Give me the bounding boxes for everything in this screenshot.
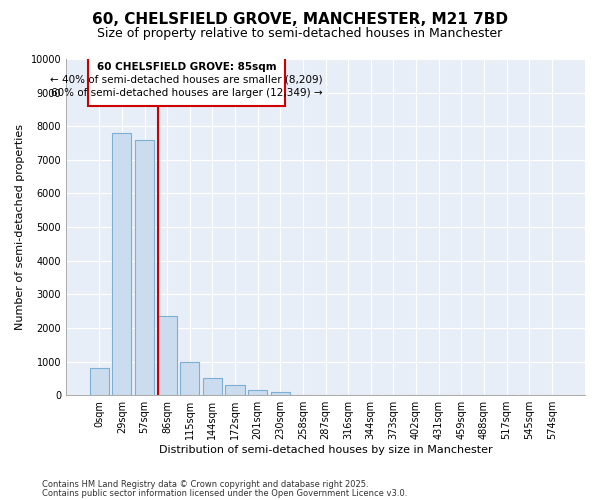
Bar [112,133,131,395]
Bar [203,378,222,395]
Text: Size of property relative to semi-detached houses in Manchester: Size of property relative to semi-detach… [97,28,503,40]
Bar [180,362,199,395]
Text: 60% of semi-detached houses are larger (12,349) →: 60% of semi-detached houses are larger (… [50,88,322,98]
Bar [271,392,290,395]
Text: Contains HM Land Registry data © Crown copyright and database right 2025.: Contains HM Land Registry data © Crown c… [42,480,368,489]
Text: 60, CHELSFIELD GROVE, MANCHESTER, M21 7BD: 60, CHELSFIELD GROVE, MANCHESTER, M21 7B… [92,12,508,28]
X-axis label: Distribution of semi-detached houses by size in Manchester: Distribution of semi-detached houses by … [159,445,493,455]
Bar [226,385,245,395]
Bar [89,368,109,395]
Bar [158,316,177,395]
Text: 60 CHELSFIELD GROVE: 85sqm: 60 CHELSFIELD GROVE: 85sqm [97,62,276,72]
Text: ← 40% of semi-detached houses are smaller (8,209): ← 40% of semi-detached houses are smalle… [50,74,323,84]
Bar [135,140,154,395]
Text: Contains public sector information licensed under the Open Government Licence v3: Contains public sector information licen… [42,489,407,498]
Y-axis label: Number of semi-detached properties: Number of semi-detached properties [15,124,25,330]
Bar [248,390,267,395]
Bar [88,56,285,106]
